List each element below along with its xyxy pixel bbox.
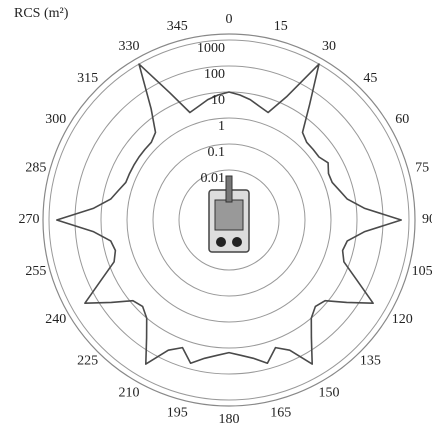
r-tick-label: 0.01 <box>201 171 226 186</box>
angle-tick-label: 240 <box>45 312 66 327</box>
grid-ring <box>74 65 384 375</box>
angle-tick-label: 210 <box>119 385 140 400</box>
r-tick-label: 10 <box>211 93 225 108</box>
outer-ring <box>42 33 416 407</box>
angle-tick-label: 225 <box>77 354 98 369</box>
vehicle-turret <box>214 199 244 231</box>
angle-tick-label: 30 <box>322 39 336 54</box>
grid-ring <box>48 39 410 401</box>
angle-tick-label: 135 <box>360 354 381 369</box>
r-tick-label: 0.1 <box>208 145 226 160</box>
angle-tick-label: 195 <box>167 405 188 420</box>
angle-tick-label: 315 <box>77 71 98 86</box>
vehicle-gun <box>225 175 233 203</box>
vehicle-icon <box>208 175 250 253</box>
curve-layer <box>56 63 402 365</box>
chart-title: RCS (m²) <box>14 6 69 21</box>
angle-tick-label: 345 <box>167 19 188 34</box>
angle-tick-label: 75 <box>415 160 429 175</box>
angle-tick-label: 285 <box>25 160 46 175</box>
r-tick-label: 1000 <box>197 41 225 56</box>
angle-tick-label: 150 <box>319 385 340 400</box>
angle-tick-label: 0 <box>226 12 233 27</box>
angle-tick-label: 300 <box>45 112 66 127</box>
grid-ring <box>152 143 306 297</box>
angle-tick-label: 60 <box>395 112 409 127</box>
angle-tick-label: 165 <box>270 405 291 420</box>
angle-tick-label: 90 <box>422 212 432 227</box>
angle-tick-label: 180 <box>219 412 240 427</box>
angle-tick-label: 330 <box>119 39 140 54</box>
grid-ring <box>178 169 280 271</box>
vehicle-wheel <box>232 237 242 247</box>
angle-tick-label: 45 <box>363 71 377 86</box>
angle-tick-label: 270 <box>19 212 40 227</box>
angle-tick-label: 15 <box>274 19 288 34</box>
angle-tick-label: 105 <box>412 264 432 279</box>
grid-ring <box>126 117 332 323</box>
r-tick-label: 1 <box>218 119 225 134</box>
r-tick-label: 100 <box>204 67 225 82</box>
rcs-curve <box>56 63 402 365</box>
vehicle-wheel <box>216 237 226 247</box>
angle-tick-label: 120 <box>392 312 413 327</box>
angle-tick-label: 255 <box>25 264 46 279</box>
